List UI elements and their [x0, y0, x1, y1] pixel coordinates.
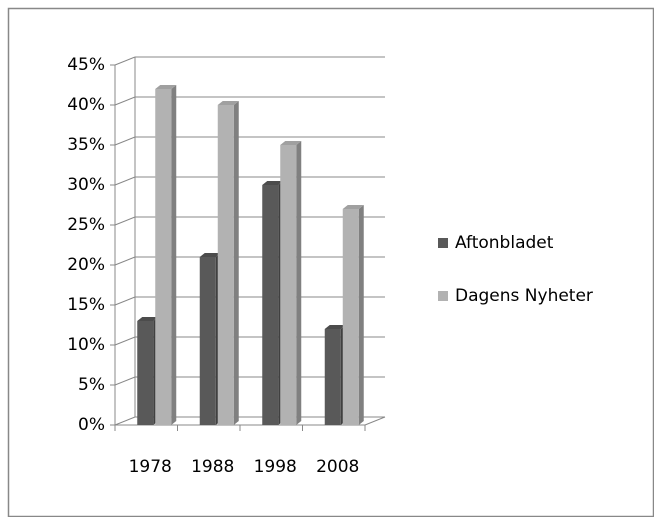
- grid-line-side: [114, 216, 136, 226]
- grid-line-side: [114, 376, 136, 386]
- y-tick-label: 10%: [67, 335, 105, 355]
- bar: [262, 185, 279, 425]
- y-tick-label: 0%: [78, 415, 105, 435]
- grid-line-side: [114, 136, 136, 146]
- grid-line-side: [114, 296, 136, 306]
- bar-top: [342, 205, 364, 209]
- y-tick-label: 5%: [78, 375, 105, 395]
- y-tick-label: 30%: [67, 175, 105, 195]
- bar-top: [262, 181, 284, 185]
- y-tick-label: 40%: [67, 95, 105, 115]
- grid-line-side: [114, 336, 136, 346]
- bar: [155, 89, 172, 425]
- bar-top: [280, 141, 302, 145]
- bar: [280, 145, 297, 425]
- y-tick-label: 35%: [67, 135, 105, 155]
- floor-edge: [364, 416, 386, 426]
- y-tick-label: 20%: [67, 255, 105, 275]
- chart-frame: [7, 7, 654, 517]
- bar: [342, 209, 359, 425]
- bar-top: [217, 101, 239, 105]
- bar: [137, 321, 154, 425]
- bar-side: [358, 205, 364, 425]
- grid-line-side: [114, 96, 136, 106]
- x-tick-label: 2008: [316, 457, 359, 477]
- grid-line-side: [114, 176, 136, 186]
- y-tick-label: 15%: [67, 295, 105, 315]
- x-tick-label: 1998: [254, 457, 297, 477]
- legend-swatch: [438, 291, 448, 301]
- bar-top: [199, 253, 221, 257]
- bar-side: [296, 141, 302, 425]
- y-tick-label: 25%: [67, 215, 105, 235]
- grid-line-side: [114, 416, 136, 426]
- bar-side: [171, 85, 177, 425]
- x-tick-label: 1978: [129, 457, 172, 477]
- x-tick-label: 1988: [191, 457, 234, 477]
- bar: [199, 257, 216, 425]
- bar: [324, 329, 341, 425]
- bar-top: [155, 85, 177, 89]
- grid-line-side: [114, 56, 136, 66]
- legend-label: Aftonbladet: [455, 233, 554, 253]
- grid-line-side: [114, 256, 136, 266]
- bar-top: [137, 317, 159, 321]
- bar-top: [324, 325, 346, 329]
- bar: [217, 105, 234, 425]
- legend-swatch: [438, 238, 448, 248]
- legend-label: Dagens Nyheter: [455, 286, 593, 306]
- y-tick-label: 45%: [67, 55, 105, 75]
- bar-side: [233, 101, 239, 425]
